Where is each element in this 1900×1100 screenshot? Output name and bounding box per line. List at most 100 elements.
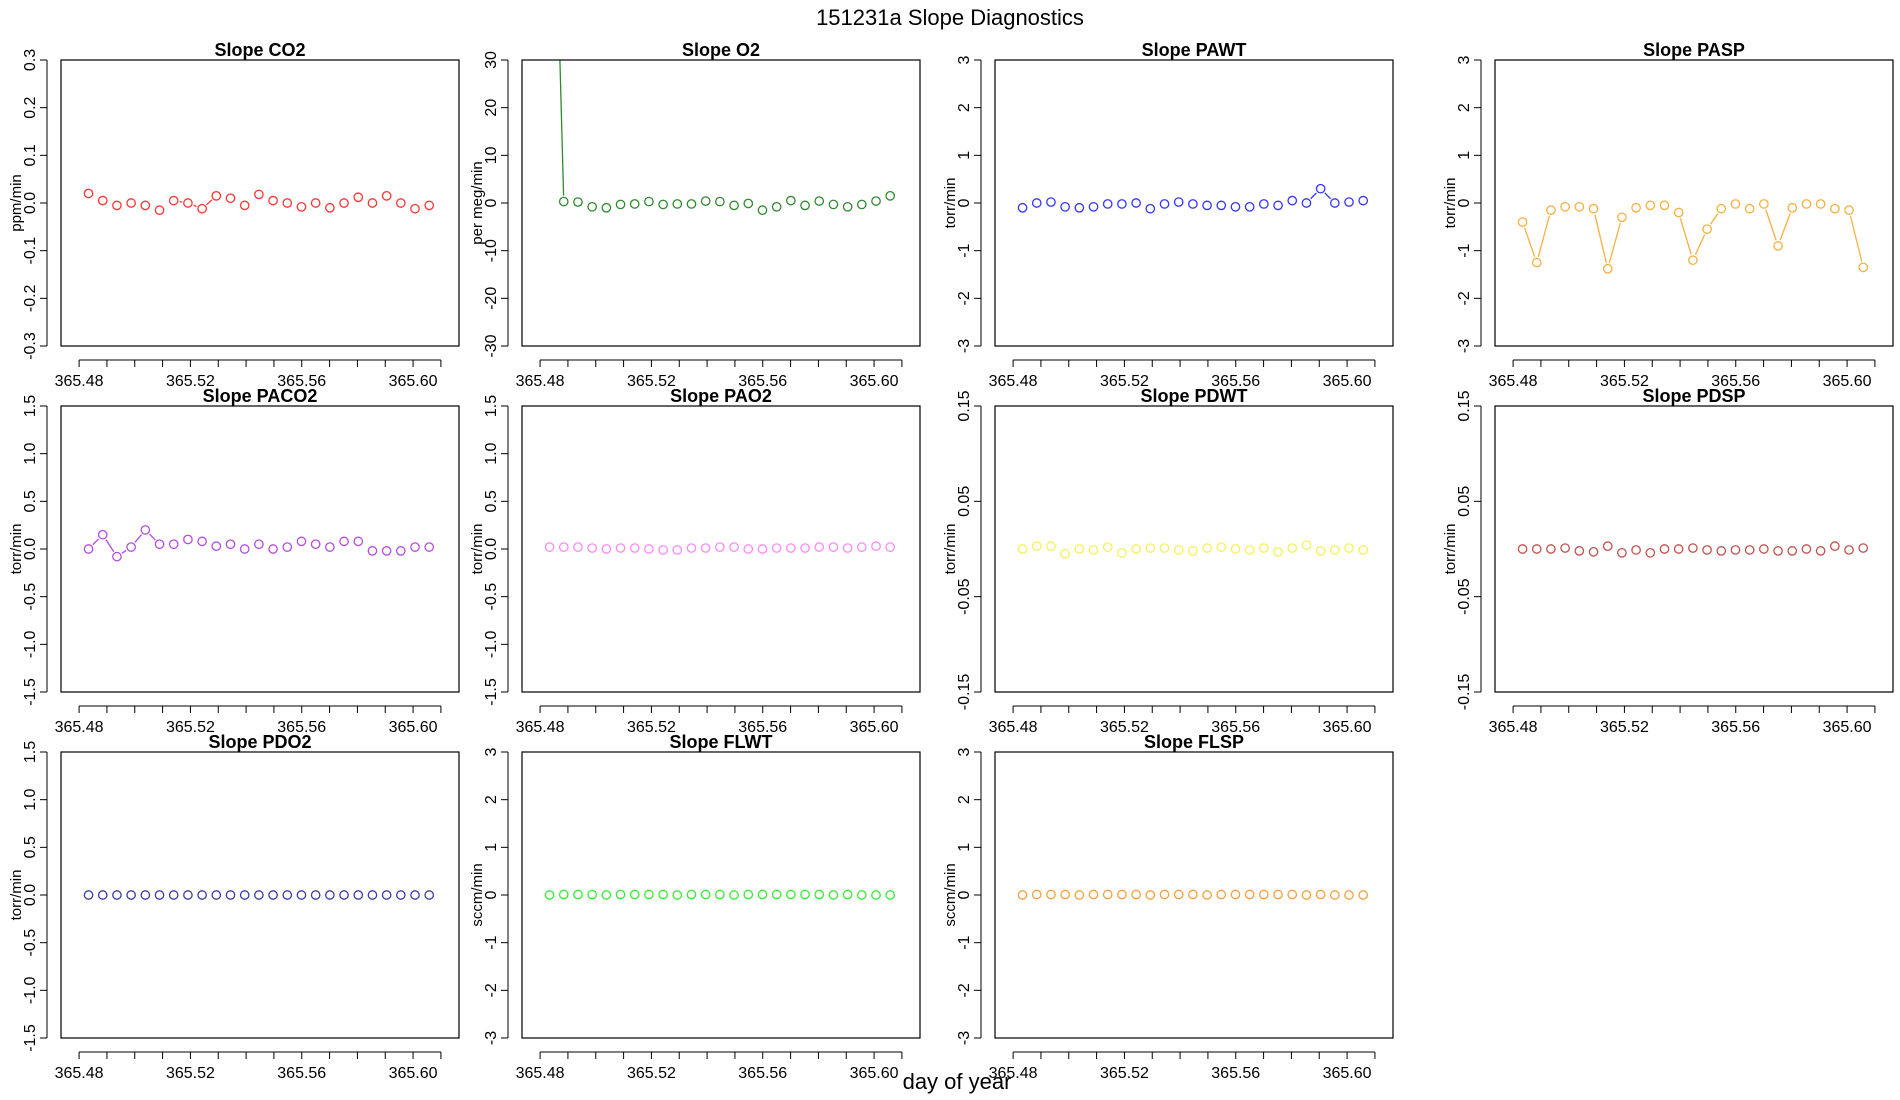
x-tick-label: 365.56: [277, 719, 326, 736]
data-point: [367, 890, 378, 900]
x-tick-label: 365.52: [627, 719, 676, 736]
data-point: [1031, 541, 1042, 551]
data-point: [1216, 542, 1227, 552]
data-point: [1202, 890, 1212, 900]
y-tick-label: 1.0: [483, 442, 500, 464]
y-axis-title: sccm/min: [942, 863, 959, 926]
plot-frame: [521, 59, 921, 347]
data-point: [1230, 544, 1241, 554]
data-point: [1617, 547, 1627, 558]
data-point: [1216, 200, 1227, 211]
data-point: [601, 890, 612, 900]
data-point: [573, 889, 583, 900]
data-point: [1145, 543, 1156, 553]
data-point: [1017, 202, 1028, 213]
y-tick-label: 1.5: [483, 395, 500, 417]
data-point: [424, 542, 435, 552]
data-point: [296, 536, 307, 547]
data-point: [211, 541, 222, 551]
data-point: [1344, 890, 1354, 900]
data-point: [1560, 543, 1570, 553]
data-point: [1702, 545, 1712, 555]
data-point: [1131, 889, 1141, 900]
data-point: [686, 199, 697, 209]
data-point: [1315, 889, 1326, 900]
series-line-segment: [1608, 222, 1621, 264]
data-point: [239, 200, 250, 211]
data-point: [254, 539, 264, 550]
data-point: [644, 196, 654, 207]
panel-title: Slope PASP: [1643, 40, 1745, 60]
data-point: [325, 890, 335, 900]
x-tick-label: 365.52: [166, 373, 215, 390]
data-point: [1673, 207, 1684, 218]
plot-frame: [994, 751, 1394, 1039]
series-line-segment: [1523, 227, 1536, 258]
data-point: [1159, 889, 1170, 900]
data-point: [1244, 889, 1255, 900]
y-axis-title: torr/min: [8, 524, 25, 575]
plot-frame: [60, 751, 460, 1039]
data-point: [871, 196, 881, 206]
panel-slope-pdsp: Slope PDSP 365.48 365.52 365.56 365.60 -0.15 -…: [1442, 386, 1894, 736]
data-point: [1017, 544, 1028, 554]
y-tick-label: -1.5: [483, 678, 500, 706]
data-point: [310, 539, 321, 550]
data-point: [544, 542, 555, 552]
y-tick-label: -2: [1456, 291, 1473, 305]
data-point: [771, 201, 782, 212]
data-point: [814, 542, 825, 552]
data-point: [1273, 547, 1283, 557]
data-point: [1031, 198, 1042, 208]
data-point: [686, 889, 697, 900]
data-point: [615, 889, 626, 900]
data-point: [1574, 201, 1585, 212]
data-point: [126, 542, 136, 552]
data-point: [112, 890, 122, 900]
y-tick-label: -1.5: [22, 678, 39, 706]
y-tick-label: -0.05: [1456, 578, 1473, 615]
data-point: [1188, 546, 1198, 556]
data-point: [97, 529, 108, 540]
y-tick-label: 0.15: [956, 390, 973, 421]
data-point: [644, 889, 654, 900]
data-point: [1173, 545, 1184, 555]
y-tick-label: 2: [956, 795, 973, 804]
data-point: [211, 191, 222, 201]
y-axis-title: sccm/min: [469, 863, 486, 926]
plot-area: [83, 525, 435, 562]
data-point: [126, 890, 136, 900]
y-tick-label: -1: [483, 935, 500, 949]
data-point: [239, 544, 250, 554]
data-point: [856, 542, 867, 552]
data-point: [395, 890, 406, 900]
data-point: [1173, 197, 1184, 207]
plot-frame: [60, 59, 460, 347]
data-point: [828, 890, 839, 900]
y-tick-label: 0.5: [483, 490, 500, 512]
y-tick-label: 1: [1456, 151, 1473, 160]
y-tick-label: -30: [483, 334, 500, 357]
y-tick-label: -3: [483, 1031, 500, 1045]
data-point: [814, 889, 825, 900]
data-point: [424, 200, 435, 211]
data-point: [1046, 541, 1056, 551]
y-tick-label: 3: [1456, 55, 1473, 64]
series-line-segment: [1310, 192, 1317, 200]
y-axis-title: torr/min: [1442, 178, 1459, 229]
data-point: [395, 198, 406, 208]
plot-frame: [1494, 59, 1894, 347]
data-point: [1145, 890, 1156, 900]
data-point: [1159, 199, 1170, 209]
data-point: [1145, 203, 1156, 214]
y-tick-label: -1: [1456, 243, 1473, 257]
data-point: [786, 543, 796, 553]
data-point: [339, 890, 349, 900]
data-point: [700, 196, 711, 206]
y-tick-label: -3: [1456, 339, 1473, 353]
x-tick-label: 365.52: [166, 1065, 215, 1082]
x-tick-label: 365.60: [389, 719, 438, 736]
data-point: [842, 201, 853, 212]
data-point: [1244, 201, 1255, 212]
series-line-segment: [1594, 214, 1607, 264]
